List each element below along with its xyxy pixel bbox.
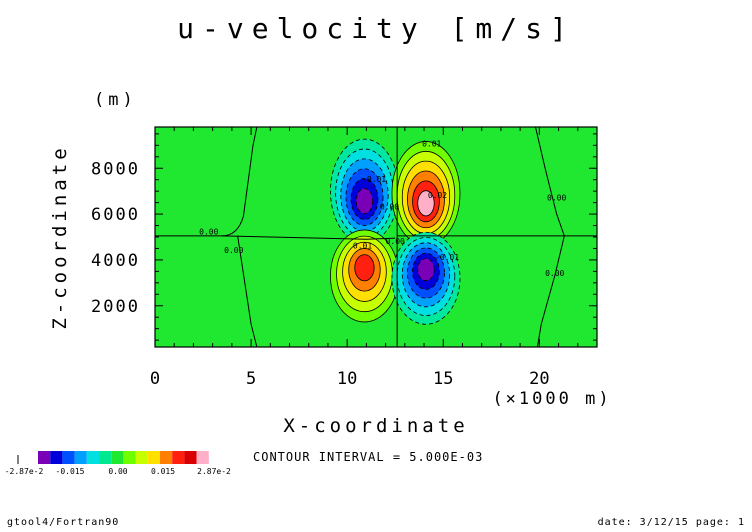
y-axis-label: Z-coordinate xyxy=(49,144,71,329)
contour-label-6: 0.00 xyxy=(224,246,243,255)
zero-contour-far-right xyxy=(535,126,565,348)
plot-area: 0.01 -0.01 0.02 0.00 0.00 0.00 0.00 0.01 -0.01 0.… xyxy=(91,126,598,389)
contour-label-3: 0.02 xyxy=(428,191,447,200)
footer-right: date: 3/12/15 page: 1 xyxy=(598,517,745,528)
colorbar-swatch-5 xyxy=(86,451,99,464)
contour-label-7: 0.00 xyxy=(386,237,405,246)
contour-label-11: 0.00 xyxy=(545,269,564,278)
contour-label-10: 0.00 xyxy=(547,193,566,202)
y-tick-label-2000: 2000 xyxy=(91,297,140,317)
colorbar-swatch-11 xyxy=(160,451,173,464)
colorbar-swatch-1 xyxy=(38,451,51,464)
x-unit-label: (×1000 m) xyxy=(492,389,611,409)
contour-label-4: 0.00 xyxy=(380,203,399,212)
colorbar: -2.87e-2 -0.015 0.00 0.015 2.87e-2 xyxy=(5,451,231,476)
colorbar-swatch-2 xyxy=(50,451,63,464)
contour-label-5: 0.00 xyxy=(199,228,218,237)
colorbar-swatch-9 xyxy=(135,451,148,464)
contour-label-1: 0.01 xyxy=(422,139,441,148)
colorbar-label-4: 0.015 xyxy=(151,467,175,476)
x-tick-label-15: 15 xyxy=(433,369,453,389)
y-tick-label-6000: 6000 xyxy=(91,205,140,225)
colorbar-label-2: -0.015 xyxy=(56,467,85,476)
colorbar-swatch-14 xyxy=(196,451,209,464)
contour-band-2-6 xyxy=(417,190,435,217)
contour-lines xyxy=(155,126,597,348)
colorbar-label-5: 2.87e-2 xyxy=(197,467,231,476)
contour-fills xyxy=(330,138,461,325)
contour-band-4-6 xyxy=(417,257,435,282)
x-axis-label: X-coordinate xyxy=(283,415,468,437)
colorbar-label-3: 0.00 xyxy=(108,467,127,476)
colorbar-swatch-8 xyxy=(123,451,136,464)
colorbar-swatch-13 xyxy=(184,451,197,464)
zero-contour-middle xyxy=(222,235,396,240)
contour-band-1-6 xyxy=(355,188,374,215)
colorbar-swatch-10 xyxy=(147,451,160,464)
contour-labels: 0.01 -0.01 0.02 0.00 0.00 0.00 0.00 0.01 -0.01 0.… xyxy=(199,139,566,277)
footer-left: gtool4/Fortran90 xyxy=(7,517,119,528)
x-tick-label-10: 10 xyxy=(337,369,357,389)
colorbar-swatch-3 xyxy=(62,451,75,464)
y-tick-label-8000: 8000 xyxy=(91,159,140,179)
x-tick-label-20: 20 xyxy=(529,369,549,389)
colorbar-swatch-12 xyxy=(172,451,185,464)
y-unit-label: (m) xyxy=(94,90,137,110)
colorbar-label-1: -2.87e-2 xyxy=(5,467,44,476)
chart-title: u-velocity [m/s] xyxy=(177,12,575,45)
contour-interval-text: CONTOUR INTERVAL = 5.000E-03 xyxy=(253,450,483,464)
x-tick-label-5: 5 xyxy=(246,369,256,389)
colorbar-swatch-6 xyxy=(99,451,112,464)
contour-label-2: -0.01 xyxy=(362,175,386,184)
colorbar-swatch-4 xyxy=(74,451,87,464)
x-tick-label-0: 0 xyxy=(150,369,160,389)
colorbar-swatch-7 xyxy=(111,451,124,464)
contour-band-3-5 xyxy=(354,254,375,282)
contour-label-9: -0.01 xyxy=(435,253,459,262)
contour-label-8: 0.01 xyxy=(353,241,372,250)
zero-contour-lower-left xyxy=(237,235,258,348)
axis-ticks: 0 5 10 15 20 2000 4000 6000 8000 xyxy=(91,127,598,389)
y-tick-label-4000: 4000 xyxy=(91,251,140,271)
